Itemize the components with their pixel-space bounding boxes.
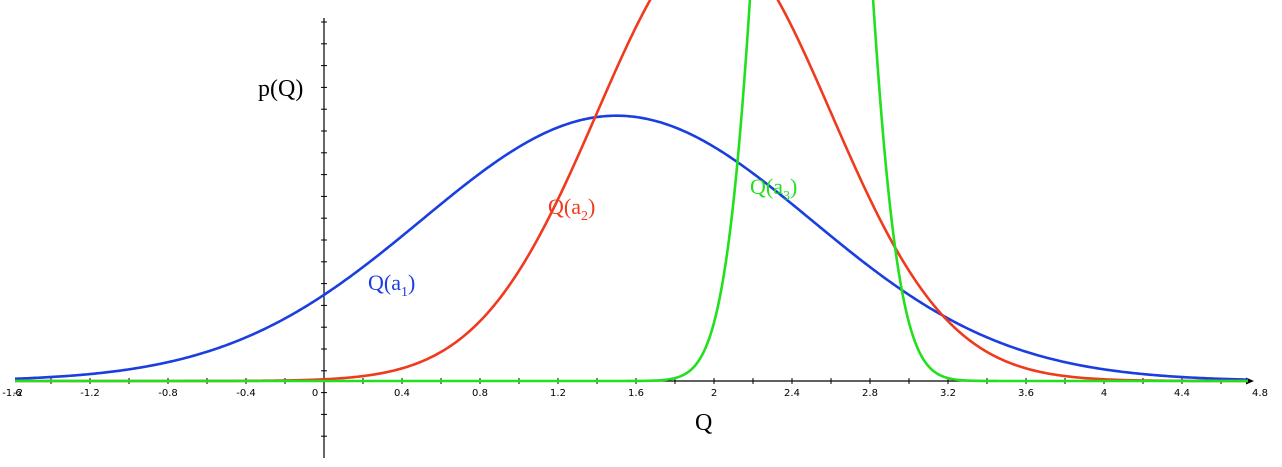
series-label-2: Q(a2) — [548, 194, 595, 224]
series-line-2 — [15, 0, 1248, 383]
x-tick-label: 2.4 — [784, 388, 800, 399]
series-line-3 — [15, 0, 1248, 383]
x-tick-label: 4.4 — [1174, 388, 1190, 399]
x-tick-label: 4 — [1101, 388, 1107, 399]
x-tick-label: 0.8 — [472, 388, 488, 399]
x-tick-label: -0.4 — [236, 388, 256, 399]
x-tick-label: -0.8 — [158, 388, 178, 399]
x-tick-label: 3.2 — [940, 388, 956, 399]
x-tick-label: 4.8 — [1252, 388, 1268, 399]
x-tick-label: 1.2 — [550, 388, 566, 399]
series-line-1 — [14, 114, 1249, 381]
x-tick-label: -1.6 — [2, 388, 22, 399]
x-tick-label: -2 — [13, 388, 23, 399]
labels: p(Q) Q Q(a1) Q(a2) Q(a3) — [258, 76, 797, 436]
x-tick-label: 0 — [312, 388, 318, 399]
axes: -2-1.6 -1.2 -0.8 -0.4 0 0.4 0.8 1.2 1.6 2 2.4 2.8 3.… — [2, 18, 1268, 458]
x-tick-label: 3.6 — [1018, 388, 1034, 399]
curves — [14, 0, 1249, 383]
y-axis-title: p(Q) — [258, 76, 303, 102]
series-label-3: Q(a3) — [750, 174, 797, 204]
series-label-1: Q(a1) — [368, 270, 415, 300]
x-tick-label: 1.6 — [628, 388, 644, 399]
x-axis-title: Q — [695, 410, 712, 436]
x-tick-label: -1.2 — [80, 388, 100, 399]
x-tick-label: 2.8 — [862, 388, 878, 399]
x-tick-label: 0.4 — [394, 388, 410, 399]
x-tick-label: 2 — [711, 388, 717, 399]
